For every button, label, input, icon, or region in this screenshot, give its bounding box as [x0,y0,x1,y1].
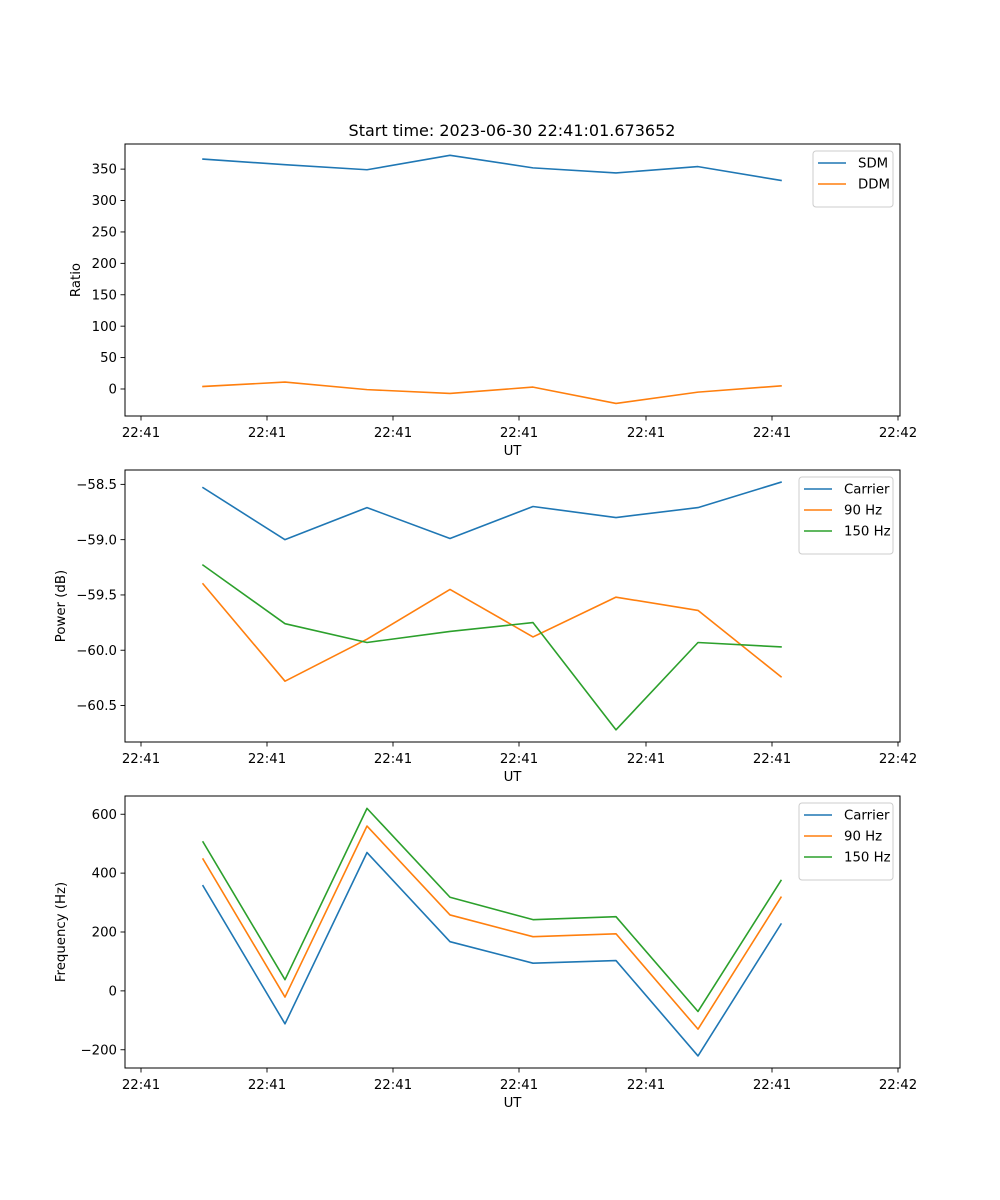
x-tick-label: 22:41 [753,1078,791,1093]
y-tick-label: 0 [109,383,117,398]
x-tick-label: 22:41 [374,752,412,767]
y-tick-label: 200 [92,257,117,272]
y-tick-label: −58.5 [76,478,117,493]
x-axis-label: UT [504,444,523,459]
legend: Carrier 90 Hz 150 Hz [798,476,894,555]
legend-label: SDM [858,157,888,172]
series-line-150-hz [201,807,783,1013]
subplot-3: 22:41 22:41 22:41 22:41 22:41 22:41 22:42 −200 0… [54,795,917,1111]
x-tick-label: 22:42 [879,426,917,441]
x-tick-label: 22:41 [374,426,412,441]
y-tick-label: 600 [92,808,117,823]
y-axis-label: Frequency (Hz) [54,882,69,982]
y-tick-label: −60.0 [76,644,117,659]
y-tick-label: −200 [80,1043,117,1058]
series-line-90-hz [201,582,783,682]
series-line-ddm [202,381,782,405]
axes-frame [124,469,901,743]
x-tick-label: 22:41 [753,752,791,767]
x-tick-label: 22:41 [248,1078,286,1093]
x-tick-label: 22:41 [500,426,538,441]
legend-label: 90 Hz [844,504,882,519]
legend-box [798,802,894,881]
x-tick-label: 22:41 [753,426,791,441]
legend-box [798,476,894,555]
y-axis-label: Ratio [69,263,84,297]
legend-label: 150 Hz [844,525,891,540]
legend: SDM DDM [812,150,894,208]
x-tick-label: 22:41 [248,426,286,441]
y-tick-label: −59.0 [76,533,117,548]
y-tick-label: 150 [92,288,117,303]
y-tick-label: 250 [92,226,117,241]
series-line-carrier [201,851,783,1057]
x-tick-label: 22:41 [500,1078,538,1093]
series-line-150-hz [201,563,782,731]
y-tick-label: 200 [92,926,117,941]
subplots: 22:41 22:41 22:41 22:41 22:41 22:41 22:42 0 50 10… [54,143,917,1111]
legend-label: 150 Hz [844,851,891,866]
x-tick-label: 22:41 [248,752,286,767]
x-tick-label: 22:41 [627,752,665,767]
legend-label: DDM [858,178,890,193]
x-tick-label: 22:41 [627,1078,665,1093]
legend: Carrier 90 Hz 150 Hz [798,802,894,881]
legend-box [812,150,894,208]
x-tick-label: 22:41 [122,752,160,767]
y-tick-label: −60.5 [76,699,117,714]
x-axis-label: UT [504,770,523,785]
figure-title: Start time: 2023-06-30 22:41:01.673652 [349,121,676,140]
series-line-sdm [202,154,782,182]
x-tick-label: 22:41 [627,426,665,441]
x-tick-label: 22:41 [374,1078,412,1093]
y-tick-label: 0 [109,984,117,999]
y-tick-label: 400 [92,867,117,882]
y-tick-label: 50 [100,351,117,366]
legend-label: Carrier [844,809,890,824]
legend-label: Carrier [844,483,890,498]
x-tick-label: 22:42 [879,752,917,767]
y-tick-label: 300 [92,194,117,209]
x-tick-label: 22:41 [500,752,538,767]
series-line-90-hz [201,825,783,1030]
legend-label: 90 Hz [844,830,882,845]
x-tick-label: 22:41 [122,426,160,441]
subplot-1: 22:41 22:41 22:41 22:41 22:41 22:41 22:42 0 50 10… [69,143,917,459]
series-line-carrier [201,481,782,541]
y-tick-label: −59.5 [76,589,117,604]
y-tick-label: 350 [92,163,117,178]
y-tick-label: 100 [92,320,117,335]
subplot-2: 22:41 22:41 22:41 22:41 22:41 22:41 22:42 −58.5… [54,469,917,785]
x-axis-label: UT [504,1096,523,1111]
x-tick-label: 22:42 [879,1078,917,1093]
axes-frame [124,143,901,417]
y-axis-label: Power (dB) [54,570,69,642]
x-tick-label: 22:41 [122,1078,160,1093]
